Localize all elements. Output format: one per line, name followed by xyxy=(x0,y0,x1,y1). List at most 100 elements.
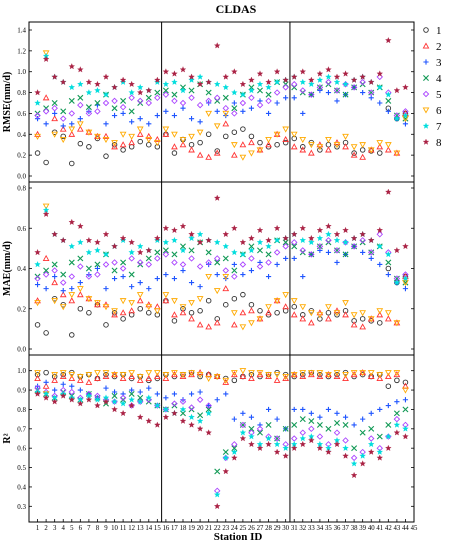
point xyxy=(222,267,230,274)
point xyxy=(256,80,264,87)
point xyxy=(196,80,204,87)
point xyxy=(34,390,41,397)
point xyxy=(299,68,307,75)
point xyxy=(376,226,384,234)
y-tick-label: 0.2 xyxy=(17,152,26,160)
point xyxy=(213,373,221,381)
point xyxy=(128,144,135,150)
point xyxy=(367,78,375,85)
point xyxy=(333,78,341,85)
point xyxy=(162,224,170,232)
point xyxy=(248,267,255,274)
point xyxy=(85,104,92,111)
y-tick-label: 0.4 xyxy=(17,131,26,139)
y-tick-label: 0.3 xyxy=(17,503,26,511)
point xyxy=(213,123,221,130)
point xyxy=(188,73,195,80)
point xyxy=(325,425,332,432)
point xyxy=(179,398,187,405)
point xyxy=(51,100,58,106)
point xyxy=(385,37,392,44)
point xyxy=(342,91,349,98)
point xyxy=(60,381,66,387)
point xyxy=(76,373,84,381)
x-tick-label: 22 xyxy=(214,525,221,532)
point xyxy=(43,159,49,166)
point xyxy=(377,406,383,413)
point xyxy=(76,125,84,132)
point xyxy=(265,372,272,379)
point xyxy=(128,133,136,140)
point xyxy=(351,445,358,452)
point xyxy=(51,104,58,112)
point xyxy=(154,234,161,242)
point xyxy=(59,78,67,85)
point xyxy=(111,372,118,379)
point xyxy=(42,203,50,210)
point xyxy=(205,249,212,256)
point xyxy=(51,372,59,379)
point xyxy=(42,55,50,62)
point xyxy=(136,413,144,420)
point xyxy=(128,80,135,87)
x-tick-label: 28 xyxy=(265,525,272,532)
point xyxy=(68,130,76,137)
legend-label: 8 xyxy=(436,137,442,149)
point xyxy=(265,242,272,250)
point xyxy=(265,259,272,266)
point xyxy=(119,141,127,148)
point xyxy=(402,433,409,440)
point xyxy=(282,126,290,133)
x-tick-label: 44 xyxy=(402,525,409,532)
point xyxy=(376,433,383,440)
point xyxy=(231,267,238,274)
point xyxy=(290,435,298,442)
point xyxy=(77,306,84,312)
point xyxy=(334,98,340,104)
point xyxy=(205,402,212,409)
point xyxy=(197,119,203,125)
point xyxy=(111,275,118,282)
x-tick-label: 21 xyxy=(205,525,212,532)
point xyxy=(376,70,384,77)
x-tick-label: 32 xyxy=(299,525,306,532)
point xyxy=(119,265,127,272)
point xyxy=(85,110,93,117)
point xyxy=(308,425,315,433)
y-tick-label: 0.5 xyxy=(17,464,26,472)
point xyxy=(34,99,41,106)
point xyxy=(316,70,324,77)
point xyxy=(52,273,58,280)
point xyxy=(283,95,289,101)
panel-r2: 0.3 0.4 0.5 0.6 0.7 0.8 0.9 1.0 R² xyxy=(2,354,415,523)
point xyxy=(188,406,195,413)
point xyxy=(299,315,307,322)
point xyxy=(103,121,109,127)
point xyxy=(162,130,170,137)
point xyxy=(231,454,238,461)
point xyxy=(94,402,101,409)
point xyxy=(299,429,307,436)
point xyxy=(60,271,67,278)
point xyxy=(248,94,255,102)
point xyxy=(162,91,170,98)
point xyxy=(367,249,375,256)
point xyxy=(34,370,41,377)
point xyxy=(239,324,247,331)
point xyxy=(273,78,281,85)
point xyxy=(188,94,195,102)
point xyxy=(359,147,366,153)
point xyxy=(162,68,170,75)
point xyxy=(299,416,306,423)
point xyxy=(42,108,50,115)
point xyxy=(359,310,367,317)
point xyxy=(359,230,366,238)
point xyxy=(171,97,178,105)
point xyxy=(385,402,391,409)
point xyxy=(274,310,280,316)
point xyxy=(60,108,67,115)
point xyxy=(402,112,409,119)
point xyxy=(333,236,341,244)
series-8 xyxy=(34,390,409,510)
point xyxy=(34,275,41,282)
